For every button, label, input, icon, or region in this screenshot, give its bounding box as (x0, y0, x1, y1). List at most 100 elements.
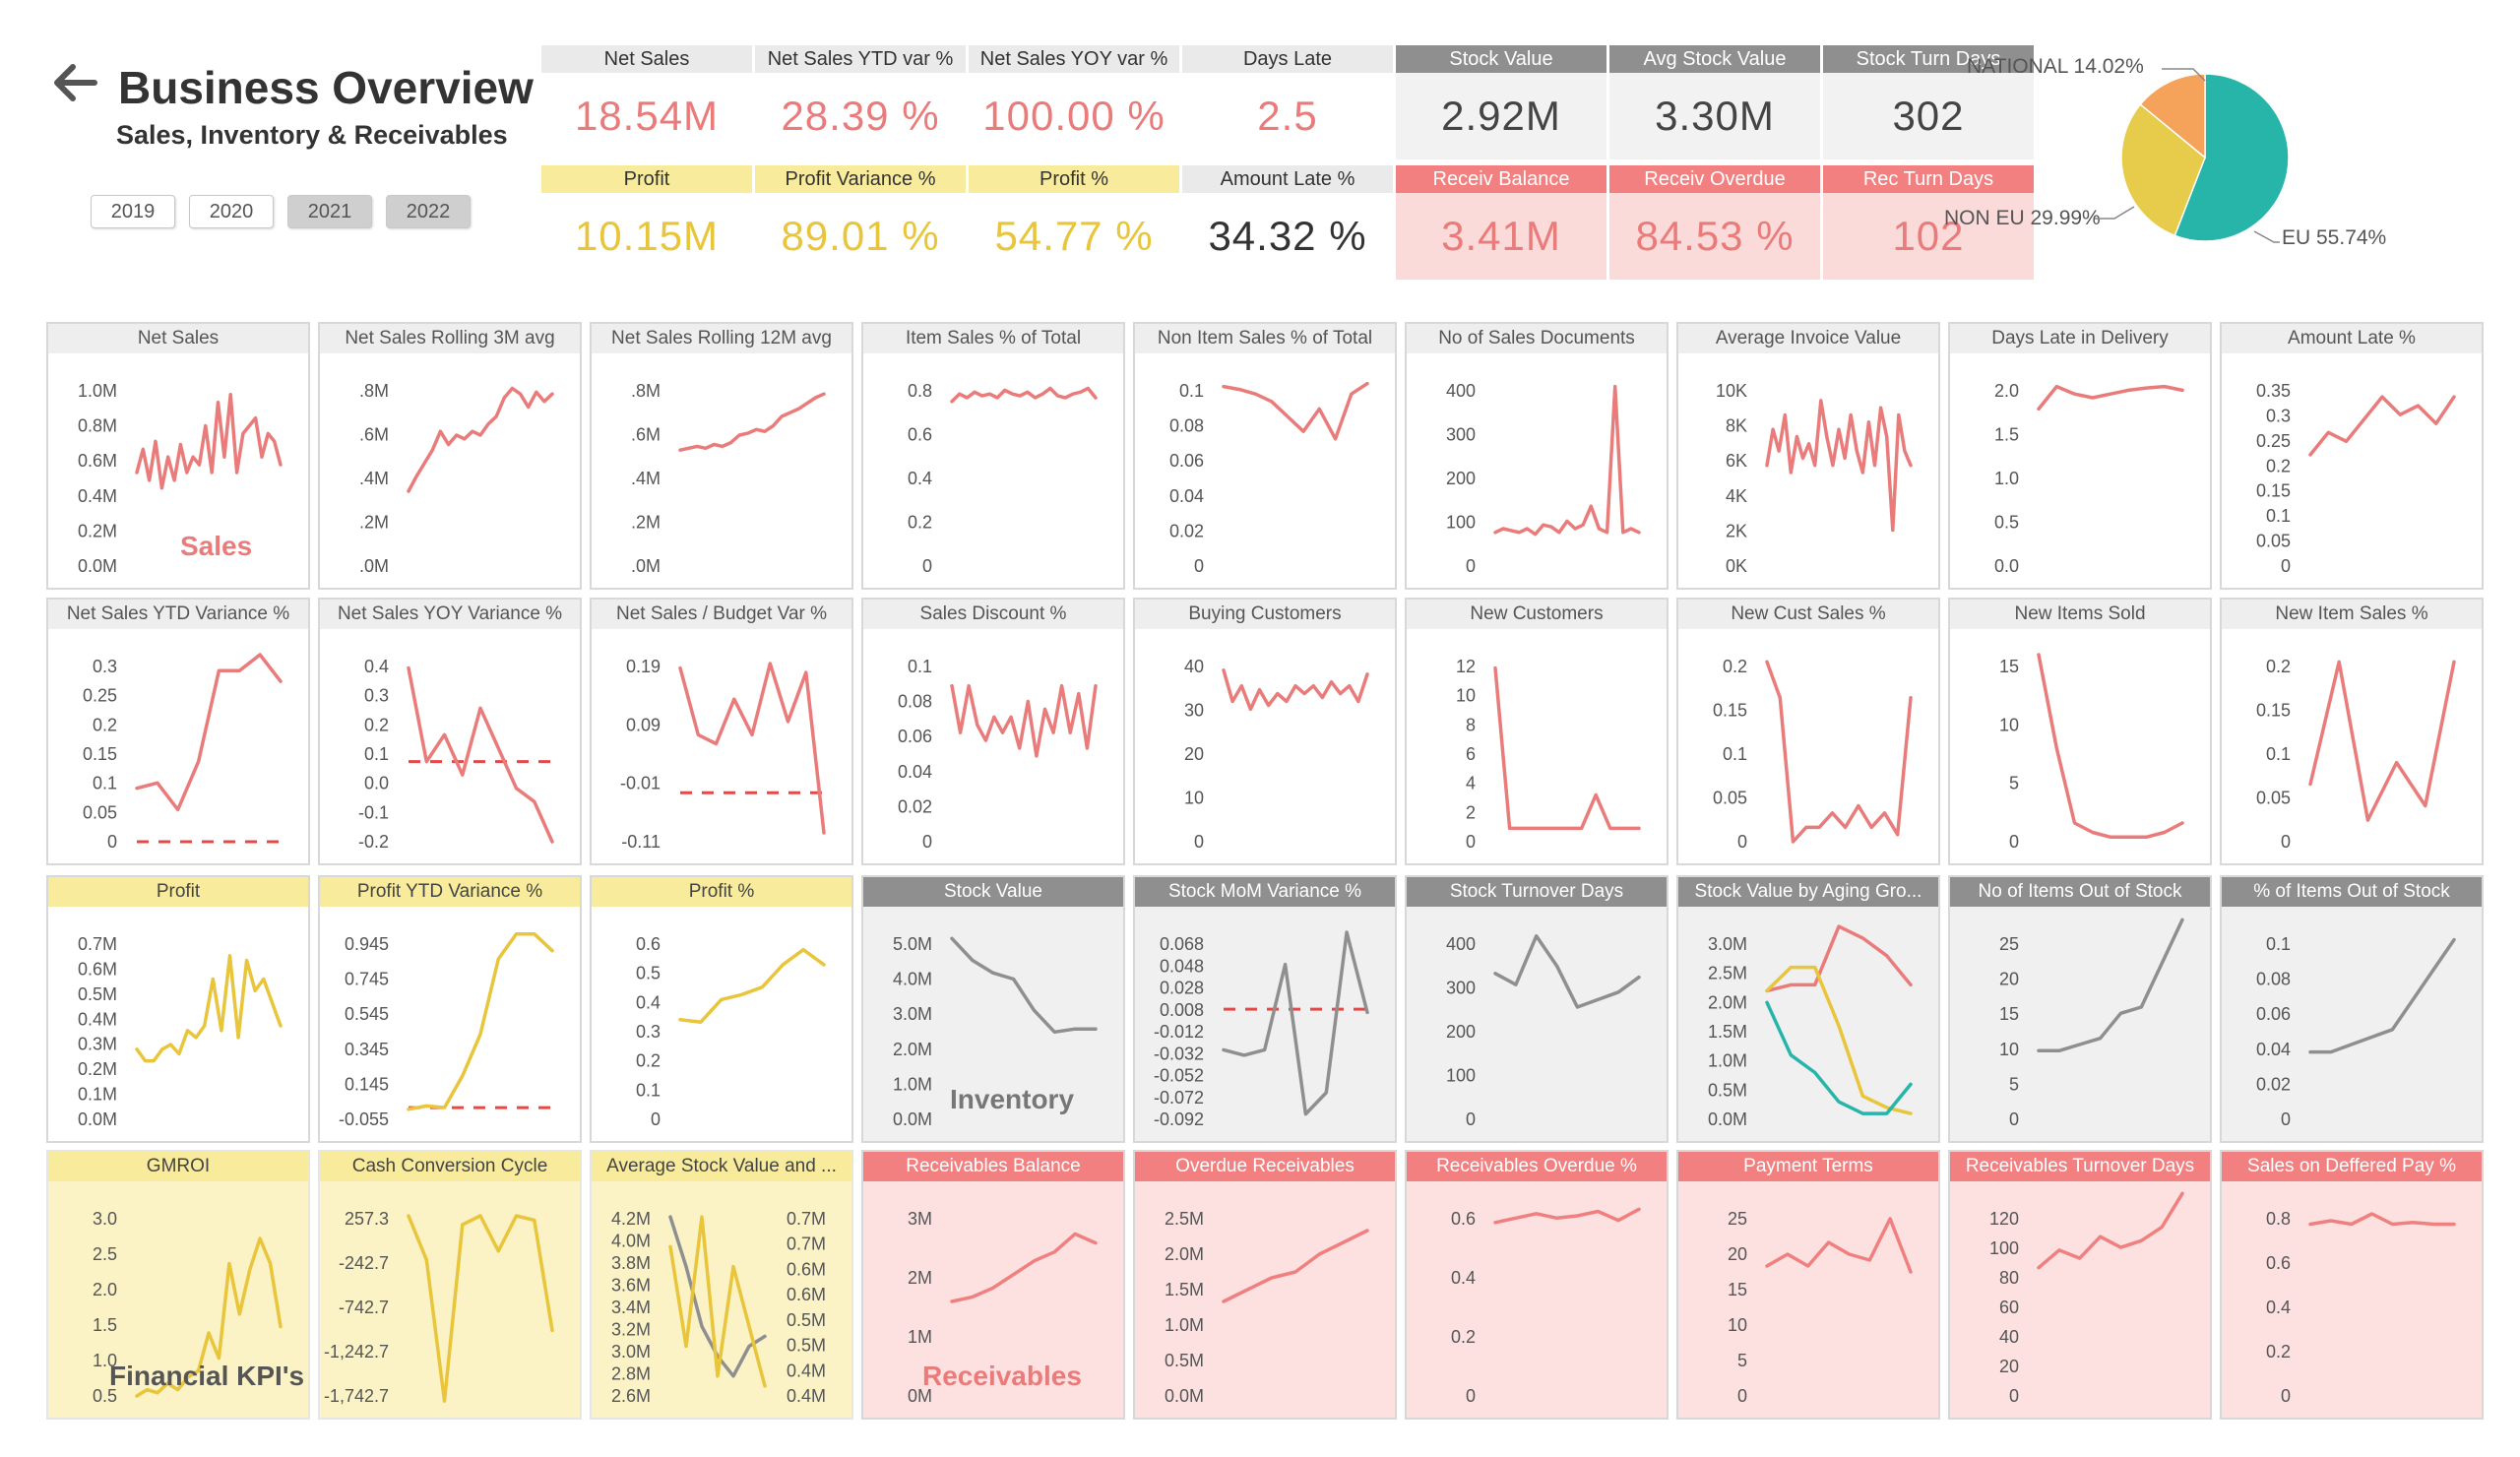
chart-tile-days-late-in-delivery[interactable]: Days Late in Delivery 2.0 1.5 1.0 0.5 0.0 (1948, 322, 2212, 590)
series-line-1[interactable] (1493, 1207, 1641, 1225)
series-line-3[interactable] (1765, 1000, 1913, 1115)
chart-tile-new-item-sales[interactable]: New Item Sales % 0.2 0.15 0.1 0.05 0 (2220, 598, 2484, 865)
series-line-1[interactable] (1493, 384, 1641, 537)
chart-tile-receivables-turnover-days[interactable]: Receivables Turnover Days 120 100 80 60 40 20 0 (1948, 1150, 2212, 1420)
series-line-1[interactable] (2037, 384, 2184, 412)
chart-tile-net-sales-yoy-variance[interactable]: Net Sales YOY Variance % 0.4 0.3 0.2 0.1 0.0 -… (318, 598, 582, 865)
chart-tile-of-items-out-of-stock[interactable]: % of Items Out of Stock 0.1 0.08 0.06 0.04 0.… (2220, 875, 2484, 1143)
chart-tile-no-of-sales-documents[interactable]: No of Sales Documents 400 300 200 100 0 (1405, 322, 1669, 590)
chart-title: New Cust Sales % (1678, 600, 1938, 629)
y-tick-label: -1,242.7 (324, 1342, 389, 1362)
year-button-2020[interactable]: 2020 (189, 195, 274, 228)
y-tick-label: 2.0M (1708, 992, 1747, 1012)
series-line-1[interactable] (1222, 381, 1369, 441)
series-line-1[interactable] (678, 947, 826, 1024)
series-line-1[interactable] (950, 683, 1098, 758)
series-line-1[interactable] (668, 1215, 767, 1378)
chart-tile-item-sales-of-total[interactable]: Item Sales % of Total 0.8 0.6 0.4 0.2 0 (861, 322, 1125, 590)
chart-tile-stock-value-by-aging-gro[interactable]: Stock Value by Aging Gro... 3.0M 2.5M 2.0M 1… (1676, 875, 1940, 1143)
series-line-1[interactable] (678, 392, 826, 452)
series-line-1[interactable] (135, 1236, 283, 1398)
y-tick-label: 400 (1446, 381, 1476, 401)
series-line-1[interactable] (2308, 395, 2456, 457)
series-line-1[interactable] (1765, 1217, 1913, 1274)
series-line-1[interactable] (407, 665, 554, 844)
year-button-2022[interactable]: 2022 (386, 195, 471, 228)
year-button-2021[interactable]: 2021 (287, 195, 372, 228)
series-line-1[interactable] (2037, 918, 2184, 1053)
chart-title: GMROI (48, 1152, 308, 1181)
series-line-2[interactable] (668, 1215, 767, 1388)
chart-tile-net-sales-ytd-variance[interactable]: Net Sales YTD Variance % 0.3 0.25 0.2 0.15 0.… (46, 598, 310, 865)
series-line-2[interactable] (1765, 965, 1913, 1115)
chart-title: Receivables Overdue % (1407, 1152, 1667, 1181)
chart-tile-new-cust-sales[interactable]: New Cust Sales % 0.2 0.15 0.1 0.05 0 (1676, 598, 1940, 865)
series-line-1[interactable] (678, 662, 826, 835)
series-line-1[interactable] (407, 386, 554, 493)
series-line-1[interactable] (950, 1232, 1098, 1303)
series-line-1[interactable] (135, 653, 283, 812)
series-line-1[interactable] (1765, 660, 1913, 844)
chart-tile-receivables-balance[interactable]: Receivables Balance 3M 2M 1M 0M Receivables (861, 1150, 1125, 1420)
chart-tile-stock-turnover-days[interactable]: Stock Turnover Days 400 300 200 100 0 (1405, 875, 1669, 1143)
series-line-1[interactable] (2308, 660, 2456, 822)
y-tick-label: 60 (1999, 1298, 2019, 1317)
chart-tile-stock-mom-variance[interactable]: Stock MoM Variance % 0.068 0.048 0.028 0.008… (1133, 875, 1397, 1143)
chart-tile-payment-terms[interactable]: Payment Terms 25 20 15 10 5 0 (1676, 1150, 1940, 1420)
chart-tile-net-sales-rolling-12m-avg[interactable]: Net Sales Rolling 12M avg .8M .6M .4M .2M .0M (590, 322, 853, 590)
pie-slice-non[interactable] (2120, 102, 2206, 237)
chart-tile-net-sales-budget-var[interactable]: Net Sales / Budget Var % 0.19 0.09 -0.01 -0.… (590, 598, 853, 865)
chart-tile-new-items-sold[interactable]: New Items Sold 15 10 5 0 (1948, 598, 2212, 865)
y-tick-label: 0.09 (626, 715, 661, 734)
series-line-1[interactable] (135, 393, 283, 490)
chart-tile-receivables-overdue[interactable]: Receivables Overdue % 0.6 0.4 0.2 0 (1405, 1150, 1669, 1420)
y-tick-label: .0M (631, 556, 661, 576)
chart-tile-overdue-receivables[interactable]: Overdue Receivables 2.5M 2.0M 1.5M 1.0M 0.5M 0… (1133, 1150, 1397, 1420)
chart-tile-new-customers[interactable]: New Customers 12 10 8 6 4 2 0 (1405, 598, 1669, 865)
chart-tile-sales-on-deffered-pay[interactable]: Sales on Deffered Pay % 0.8 0.6 0.4 0.2 0 (2220, 1150, 2484, 1420)
chart-tile-sales-discount[interactable]: Sales Discount % 0.1 0.08 0.06 0.04 0.02 0 (861, 598, 1125, 865)
y2-tick-label: 0.4M (787, 1361, 826, 1380)
series-line-1[interactable] (1222, 1229, 1369, 1303)
series-line-1[interactable] (1765, 399, 1913, 533)
chart-tile-net-sales[interactable]: Net Sales 1.0M 0.8M 0.6M 0.4M 0.2M 0.0M Sales (46, 322, 310, 590)
chart-tile-profit-ytd-variance[interactable]: Profit YTD Variance % 0.945 0.745 0.545 0.34… (318, 875, 582, 1143)
chart-tile-stock-value[interactable]: Stock Value 5.0M 4.0M 3.0M 2.0M 1.0M 0.0M Inven… (861, 875, 1125, 1143)
line-chart: 0.1 0.08 0.06 0.04 0.02 0 (898, 657, 1098, 852)
chart-tile-average-invoice-value[interactable]: Average Invoice Value 10K 8K 6K 4K 2K 0K (1676, 322, 1940, 590)
series-line-1[interactable] (1222, 668, 1369, 712)
series-line-1[interactable] (950, 386, 1098, 404)
chart-tile-gmroi[interactable]: GMROI 3.0 2.5 2.0 1.5 1.0 0.5 Financial KPI's (46, 1150, 310, 1420)
series-line-1[interactable] (1222, 930, 1369, 1116)
chart-tile-profit[interactable]: Profit 0.7M 0.6M 0.5M 0.4M 0.3M 0.2M 0.1M 0.0M (46, 875, 310, 1143)
chart-tile-no-of-items-out-of-stock[interactable]: No of Items Out of Stock 25 20 15 10 5 0 (1948, 875, 2212, 1143)
pie-slice-eu[interactable] (2174, 73, 2290, 242)
series-line-1[interactable] (407, 1214, 554, 1403)
series-line-1[interactable] (950, 936, 1098, 1035)
kpi-value: 89.01 % (781, 213, 940, 259)
series-line-1[interactable] (2037, 653, 2184, 840)
series-line-1[interactable] (1493, 665, 1641, 831)
series-line-1[interactable] (135, 954, 283, 1063)
year-button-2019[interactable]: 2019 (91, 195, 175, 228)
line-chart: 12 10 8 6 4 2 0 (1456, 657, 1641, 852)
chart-tile-buying-customers[interactable]: Buying Customers 40 30 20 10 0 (1133, 598, 1397, 865)
chart-tile-average-stock-value-and[interactable]: Average Stock Value and ... 4.2M 4.0M 3.8M 3… (590, 1150, 853, 1420)
series-line-1[interactable] (407, 931, 554, 1111)
chart-tile-non-item-sales-of-total[interactable]: Non Item Sales % of Total 0.1 0.08 0.06 0.04… (1133, 322, 1397, 590)
series-line-1[interactable] (2308, 1212, 2456, 1227)
series-line-1[interactable] (2037, 1191, 2184, 1270)
series-line-1[interactable] (1765, 924, 1913, 993)
chart-tile-net-sales-rolling-3m-avg[interactable]: Net Sales Rolling 3M avg .8M .6M .4M .2M .0M (318, 322, 582, 590)
series-line-1[interactable] (1493, 934, 1641, 1009)
chart-tile-amount-late[interactable]: Amount Late % 0.35 0.3 0.25 0.2 0.15 0.1 0.05 0 (2220, 322, 2484, 590)
chart-tile-cash-conversion-cycle[interactable]: Cash Conversion Cycle 257.3 -242.7 -742.7 -1… (318, 1150, 582, 1420)
y-tick-label: -1,742.7 (324, 1386, 389, 1406)
y-tick-label: 300 (1446, 425, 1476, 445)
pie-label-non: NON EU 29.99% (1944, 207, 2101, 229)
back-arrow-icon[interactable] (49, 57, 100, 108)
series-line-1[interactable] (2308, 937, 2456, 1054)
y-tick-label: 2.0 (1994, 381, 2019, 401)
y-tick-label: 0.1 (908, 657, 932, 676)
chart-tile-profit[interactable]: Profit % 0.6 0.5 0.4 0.3 0.2 0.1 0 (590, 875, 853, 1143)
